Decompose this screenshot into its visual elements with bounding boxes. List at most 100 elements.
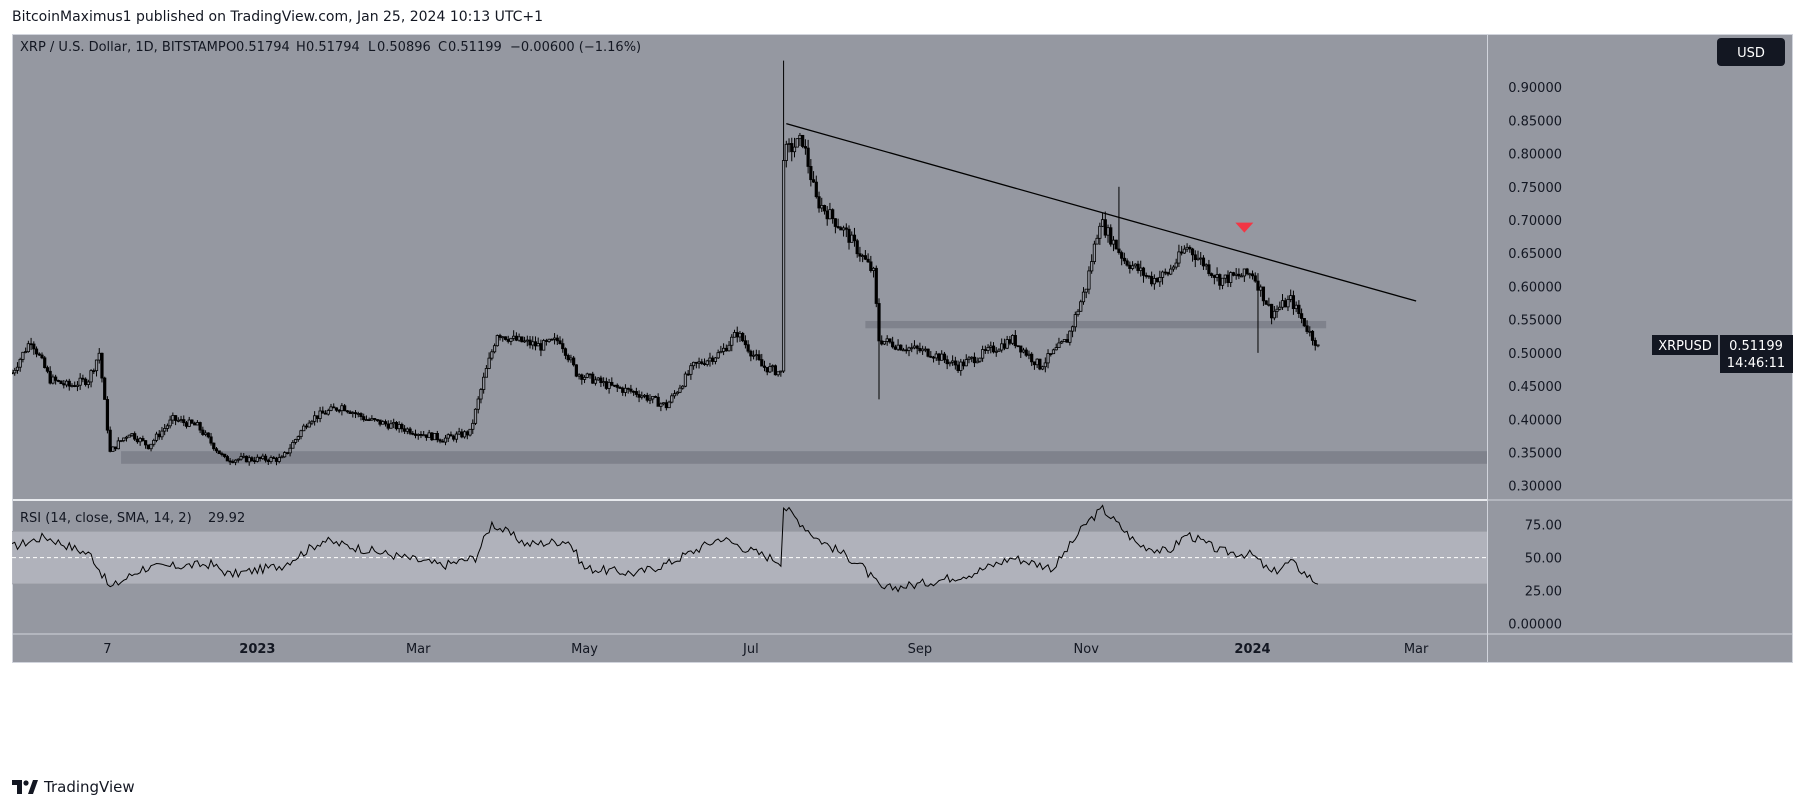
candle-body [907, 347, 911, 351]
candle-body [885, 338, 889, 342]
candle-body [323, 412, 328, 415]
candle-body [811, 179, 816, 183]
candle-body [912, 345, 917, 349]
candle-body [1114, 239, 1118, 250]
candle-body [1291, 295, 1296, 310]
candle-body [880, 340, 884, 345]
candle-body [495, 335, 499, 347]
candle-body [1011, 335, 1015, 344]
candle-body [1109, 227, 1113, 245]
candle-body [1313, 340, 1317, 346]
candle-body [1231, 272, 1236, 276]
candle-body [806, 147, 810, 167]
candle-body [1250, 273, 1255, 277]
candle-body [452, 435, 456, 440]
candle-body [381, 421, 385, 425]
candle-body [1256, 280, 1260, 291]
candle-body [24, 351, 28, 354]
candle-body [462, 431, 467, 438]
candle-body [1060, 341, 1064, 344]
candle-body [1024, 349, 1028, 356]
candle-body [389, 423, 393, 429]
candle-body [487, 357, 491, 369]
candle-body [604, 381, 608, 389]
time-tick-label: Mar [1404, 642, 1429, 657]
currency-button[interactable]: USD [1737, 46, 1765, 61]
time-axis-pane[interactable] [12, 634, 1487, 663]
candle-body [713, 357, 718, 362]
support-zones [121, 320, 1488, 464]
candle-body [321, 410, 325, 414]
candle-body [56, 380, 60, 382]
candle-body [75, 384, 80, 387]
price-tick-label: 0.30000 [1508, 480, 1562, 495]
rsi-line [11, 504, 1319, 593]
candle-body [1280, 300, 1285, 308]
candle-body [961, 361, 966, 367]
currency-button-bg[interactable] [1717, 38, 1785, 66]
symbol-legend[interactable]: XRP / U.S. Dollar, 1D, BITSTAMP [20, 40, 226, 55]
trendline-group[interactable] [786, 123, 1417, 302]
candle-body [803, 146, 807, 149]
candle-body [588, 373, 592, 376]
chart-svg[interactable]: 0.90000 0.85000 0.80000 0.75000 0.70000 0.650… [10, 34, 1793, 763]
candle-body [653, 396, 658, 398]
candle-body [1212, 275, 1216, 278]
candle-body [1223, 274, 1227, 279]
candle-body [716, 352, 720, 359]
candle-body [21, 351, 25, 360]
candle-body [580, 374, 584, 380]
candle-body [839, 227, 843, 231]
candle-body [501, 336, 505, 339]
candle-body [1062, 339, 1067, 343]
candle-body [103, 377, 107, 400]
chart-frame[interactable]: 0.90000 0.85000 0.80000 0.75000 0.70000 0.650… [10, 34, 1793, 763]
candle-body [253, 460, 257, 462]
price-tick-label: 0.65000 [1508, 247, 1562, 262]
candle-body [528, 339, 532, 346]
rsi-legend[interactable]: RSI (14, close, SMA, 14, 2) [20, 511, 192, 526]
candle-body [1040, 366, 1045, 370]
candle-body [1130, 265, 1135, 269]
price-pane[interactable] [12, 34, 1487, 499]
candle-body [1084, 288, 1088, 293]
candle-body [498, 335, 502, 338]
candle-body [569, 357, 573, 361]
candle-body [795, 138, 799, 148]
bar-countdown: 14:46:11 [1727, 356, 1785, 371]
candle-body [1068, 330, 1072, 343]
candle-body [901, 349, 906, 352]
candle-body [664, 402, 668, 409]
candle-body [512, 335, 516, 339]
candle-body [536, 343, 540, 347]
candle-body [1294, 304, 1298, 310]
candle-body [1125, 260, 1129, 266]
candle-body [111, 446, 115, 452]
candle-body [555, 337, 559, 342]
candle-body [847, 228, 851, 243]
candle-body [43, 357, 47, 369]
candle-body [482, 376, 486, 390]
candle-body [86, 381, 90, 385]
candle-body [299, 430, 303, 438]
rsi-band-group [12, 530, 1487, 585]
candle-body [978, 357, 982, 362]
candle-body [307, 422, 311, 428]
candle-body [582, 376, 587, 380]
candle-body [1100, 219, 1105, 227]
o-label: O [226, 40, 236, 55]
candle-body [1248, 273, 1252, 276]
candle-body [1013, 335, 1017, 347]
candle-body [351, 412, 355, 414]
candle-body [942, 353, 947, 361]
candle-body [1302, 318, 1306, 327]
candle-body [1259, 286, 1263, 291]
candle-body [1038, 358, 1042, 370]
candle-body [479, 389, 483, 400]
candle-body [1237, 273, 1241, 277]
candle-body [373, 418, 377, 420]
candle-body [18, 358, 22, 368]
symbol-tag: XRPUSD [1658, 339, 1712, 354]
candle-body [244, 455, 249, 463]
candle-body [454, 433, 459, 440]
